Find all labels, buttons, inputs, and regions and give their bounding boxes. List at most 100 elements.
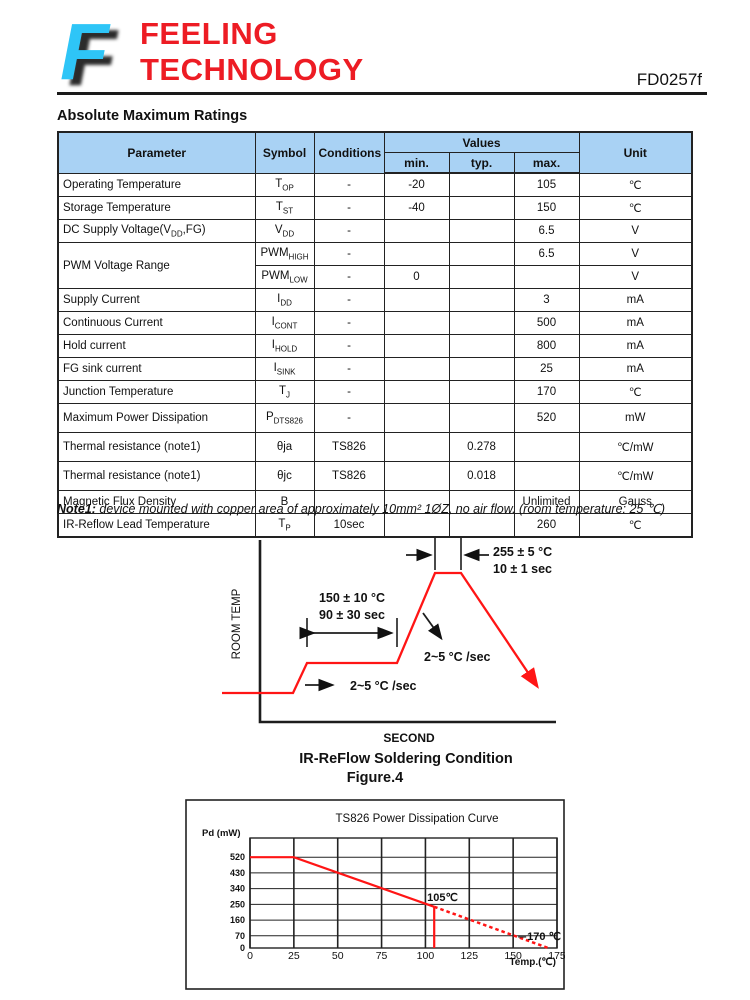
power-dissipation-derating-dashed-line — [433, 905, 549, 950]
symbol-cell: ISINK — [254, 357, 315, 381]
typ-value-cell — [448, 490, 515, 514]
conditions-cell: - — [313, 357, 385, 381]
chart-annotation: 105℃ — [427, 892, 458, 904]
typ-value-cell — [448, 311, 515, 335]
symbol-cell: PWMLOW — [254, 265, 315, 289]
max-value-cell: 800 — [513, 334, 580, 358]
unit-cell: ℃/mW — [578, 432, 693, 462]
table-row: FG sink current ISINK - 25 mA — [57, 357, 693, 381]
table-row: PWM Voltage Range PWMHIGH - 6.5 V — [57, 242, 693, 289]
y-tick-label: 250 — [230, 899, 245, 909]
table-subheader-row: min. typ. max. — [58, 152, 692, 174]
min-value-cell — [383, 288, 450, 312]
y-tick-label: 0 — [240, 943, 245, 953]
chart-y-axis-label: Pd (mW) — [202, 828, 241, 839]
col-header-unit: Unit — [578, 131, 693, 174]
typ-value-cell — [448, 196, 515, 220]
parameter-cell: Supply Current — [57, 288, 256, 312]
x-tick-label: 125 — [461, 950, 479, 962]
absolute-maximum-ratings-table: Parameter Symbol Conditions Values Unit … — [57, 131, 694, 538]
header-divider — [57, 92, 707, 95]
typ-value-cell — [448, 357, 515, 381]
unit-cell: mA — [578, 311, 693, 335]
min-value-cell: -20 — [383, 172, 450, 197]
parameter-cell: Operating Temperature — [57, 172, 256, 197]
y-tick-label: 340 — [230, 884, 245, 894]
typ-value-cell: 0.278 — [448, 432, 515, 462]
parameter-cell: DC Supply Voltage(VDD,FG) — [57, 219, 256, 243]
power-dissipation-chart: TS826 Power Dissipation Curve Pd (mW) Te… — [185, 799, 565, 990]
table-row: Magnetic Flux Density B Unlimited Gauss — [57, 490, 693, 514]
x-tick-label: 0 — [247, 950, 253, 962]
col-header-values: Values — [383, 131, 580, 153]
company-name-line2: TECHNOLOGY — [140, 52, 364, 87]
plot-border — [249, 837, 558, 949]
col-header-typ: typ. — [448, 152, 515, 174]
typ-value-cell — [448, 172, 515, 197]
reflow-x-axis-label: SECOND — [383, 731, 435, 745]
symbol-cell: θja — [254, 432, 315, 462]
symbol-cell: TOP — [254, 172, 315, 197]
parameter-cell: Continuous Current — [57, 311, 256, 335]
table-row: Continuous Current ICONT - 500 mA — [57, 311, 693, 335]
symbol-cell: TJ — [254, 380, 315, 404]
max-value-cell: 520 — [513, 403, 580, 433]
figure4-frame — [185, 799, 565, 990]
max-value-cell: 105 — [513, 172, 580, 197]
symbol-cell: VDD — [254, 219, 315, 243]
unit-cell: V — [578, 242, 693, 266]
peak-temp-annotation: 255 ± 5 °C — [493, 545, 552, 559]
conditions-cell: - — [313, 242, 385, 266]
symbol-cell: B — [254, 490, 315, 514]
min-value-cell — [383, 357, 450, 381]
unit-cell: mA — [578, 288, 693, 312]
table-row: Operating Temperature TOP - -20 105 ℃ — [57, 172, 693, 197]
col-header-max: max. — [513, 152, 580, 174]
parameter-cell: Junction Temperature — [57, 380, 256, 404]
unit-cell: ℃/mW — [578, 461, 693, 491]
symbol-cell: ICONT — [254, 311, 315, 335]
unit-cell: mW — [578, 403, 693, 433]
unit-cell: ℃ — [578, 513, 693, 538]
max-value-cell: 6.5 — [513, 242, 580, 266]
col-header-symbol: Symbol — [254, 131, 315, 174]
x-tick-label: 25 — [288, 950, 300, 962]
max-value-cell — [513, 432, 580, 462]
y-tick-label: 70 — [235, 931, 245, 941]
col-header-conditions: Conditions — [313, 131, 385, 174]
conditions-cell: - — [313, 403, 385, 433]
symbol-cell: IHOLD — [254, 334, 315, 358]
symbol-cell: θjc — [254, 461, 315, 491]
note1: Note1: device mounted with copper area o… — [57, 501, 665, 516]
min-value-cell — [383, 513, 450, 538]
parameter-cell: IR-Reflow Lead Temperature — [57, 513, 256, 538]
conditions-cell: - — [313, 172, 385, 197]
table-row: Supply Current IDD - 3 mA — [57, 288, 693, 312]
max-value-cell: Unlimited — [513, 490, 580, 514]
parameter-cell: PWM Voltage Range — [57, 242, 256, 289]
parameter-cell: Thermal resistance (note1) — [57, 432, 256, 462]
conditions-cell: - — [313, 311, 385, 335]
symbol-cell: TP — [254, 513, 315, 538]
chart-plot-area: 0 25 50 75 100 125 150 175070160250340430520105… — [230, 837, 565, 962]
conditions-cell: TS826 — [313, 432, 385, 462]
table-row: IR-Reflow Lead Temperature TP 10sec 260 ℃ — [57, 513, 693, 538]
max-value-cell: 260 — [513, 513, 580, 538]
y-tick-label: 520 — [230, 852, 245, 862]
section-title: Absolute Maximum Ratings — [57, 108, 248, 124]
conditions-cell: - — [313, 380, 385, 404]
company-name: FEELING TECHNOLOGY — [140, 16, 364, 88]
min-value-cell: 0 — [383, 265, 450, 289]
conditions-cell: - — [313, 196, 385, 220]
max-value-cell: 3 — [513, 288, 580, 312]
figure4-label: Figure.4 — [346, 770, 404, 786]
table-row: PWMLOW -0 V — [58, 265, 693, 289]
min-value-cell — [383, 311, 450, 335]
max-value-cell — [513, 265, 580, 289]
conditions-cell: - — [313, 265, 385, 289]
typ-value-cell: 0.018 — [448, 461, 515, 491]
unit-cell: Gauss — [578, 490, 693, 514]
typ-value-cell — [448, 242, 515, 266]
unit-cell: mA — [578, 334, 693, 358]
